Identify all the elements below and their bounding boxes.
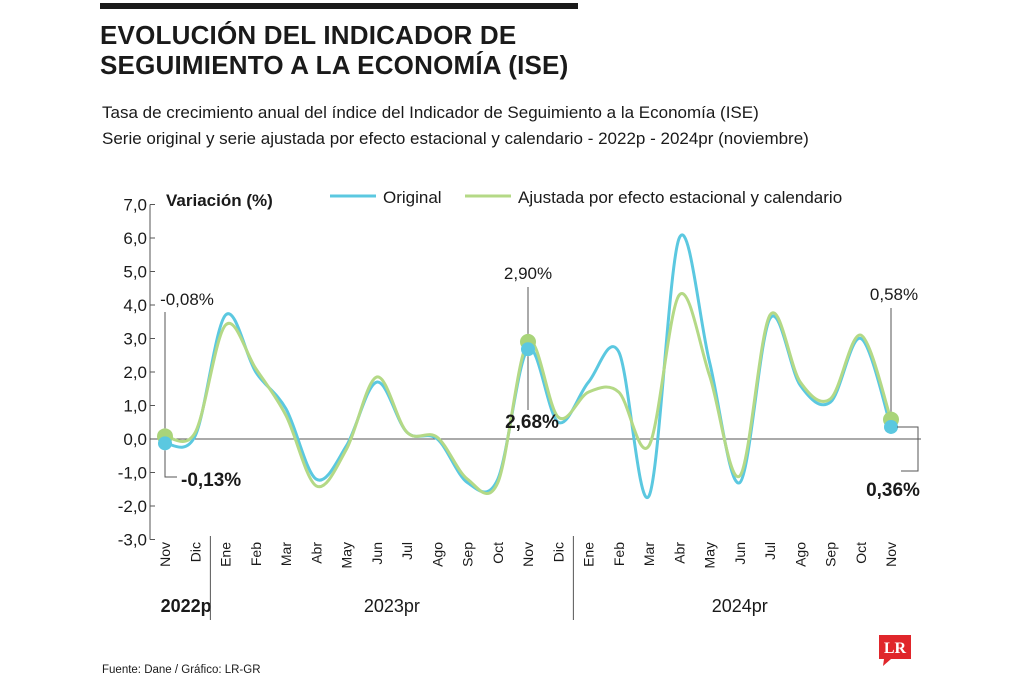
x-tick-label: Dic [187,542,203,562]
y-tick-label: 0,0 [123,430,147,449]
year-label: 2023pr [364,596,420,616]
marker-original [521,342,535,357]
y-tick-label: 2,0 [123,363,147,382]
x-tick-label: Nov [883,542,899,567]
x-tick-label: Jun [369,542,385,565]
x-tick-label: Jun [732,542,748,565]
year-label: 2024pr [712,596,768,616]
logo-text: LR [884,640,907,657]
x-tick-label: Feb [611,542,627,566]
leader-line [164,450,177,478]
x-tick-label: Abr [308,542,324,564]
y-tick-label: -1,0 [118,464,147,483]
x-tick-label: Feb [248,542,264,566]
x-tick-label: Nov [520,542,536,567]
x-tick-label: May [702,542,718,568]
x-tick-label: Oct [853,542,869,564]
annotation-label: 0,36% [866,480,920,501]
x-tick-label: Abr [671,542,687,564]
y-tick-label: -3,0 [118,531,147,550]
x-tick-label: Ago [792,542,808,567]
annotations: -0,08% -0,13% 2,90% 2,68% 0,58% 0,36% [157,264,920,501]
annotation-label: 2,68% [505,412,559,433]
page-title: EVOLUCIÓN DEL INDICADOR DE SEGUIMIENTO A… [100,20,660,80]
x-tick-label: Sep [823,542,839,567]
annotation-label: -0,13% [181,470,241,491]
x-tick-label: Mar [641,542,657,566]
axes: 7,0 6,0 5,0 4,0 3,0 2,0 1,0 0,0 -1,0 -2,0 -3,0 Vari… [118,191,921,620]
subtitle: Tasa de crecimiento anual del índice del… [102,100,902,152]
x-tick-label: Mar [278,542,294,566]
marker-original [158,436,172,451]
legend-label-original: Original [383,188,442,207]
y-tick-label: 4,0 [123,296,147,315]
year-label: 2022p [161,596,212,616]
x-tick-label: Oct [490,542,506,564]
legend: Original Ajustada por efecto estacional y… [330,188,842,207]
x-tick-label: Nov [157,542,173,567]
x-tick-label: Dic [550,542,566,562]
y-tick-label: 3,0 [123,330,147,349]
source-note: Fuente: Dane / Gráfico: LR-GR [102,664,261,676]
y-tick-label: 6,0 [123,229,147,248]
x-tick-label: Jul [399,542,415,560]
y-tick-label: 7,0 [123,196,147,215]
x-tick-label: Jul [762,542,778,560]
subtitle-line-1: Tasa de crecimiento anual del índice del… [102,103,759,122]
top-rule [100,3,578,9]
title-line-2: SEGUIMIENTO A LA ECONOMÍA (ISE) [100,50,569,80]
annotation-label: 0,58% [870,285,918,304]
x-tick-label: Ago [429,542,445,567]
marker-original [884,419,898,434]
x-tick-label: Ene [581,542,597,567]
leader-line [897,426,919,472]
y-tick-label: -2,0 [118,497,147,516]
x-tick-label: Ene [218,542,234,567]
legend-label-adjusted: Ajustada por efecto estacional y calenda… [518,188,842,207]
series-lines [163,233,893,500]
y-axis-title: Variación (%) [166,191,273,210]
x-tick-label: May [339,542,355,568]
y-tick-label: 1,0 [123,397,147,416]
subtitle-line-2: Serie original y serie ajustada por efec… [102,129,809,148]
annotation-label: -0,08% [160,290,214,309]
series-line-adjusted [163,292,893,495]
title-line-1: EVOLUCIÓN DEL INDICADOR DE [100,20,517,50]
x-tick-label: Sep [460,542,476,567]
lr-logo: LR [879,635,911,666]
y-tick-label: 5,0 [123,263,147,282]
annotation-label: 2,90% [504,264,552,283]
